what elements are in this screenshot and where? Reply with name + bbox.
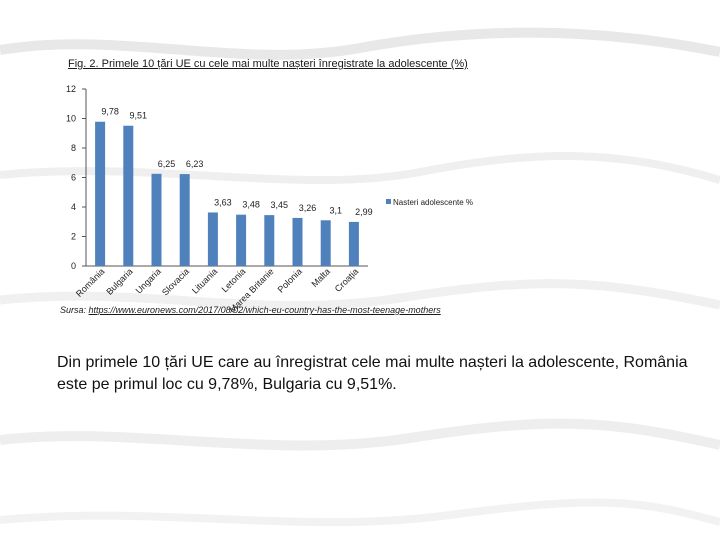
category-label: Croația (333, 266, 361, 294)
data-label: 3,63 (214, 197, 232, 207)
category-label: Slovacia (160, 266, 191, 297)
bar (264, 215, 275, 266)
category-label: Polonia (276, 266, 304, 294)
source-label: Sursa: (60, 305, 87, 315)
bar (179, 174, 190, 266)
bars (95, 121, 359, 267)
y-tick-label: 8 (71, 143, 76, 153)
y-tick-label: 6 (71, 173, 76, 183)
data-label: 3,48 (242, 200, 260, 210)
data-label: 3,26 (299, 203, 317, 213)
summary-text: Din primele 10 țări UE care au înregistr… (57, 354, 688, 393)
category-label: Letonia (220, 266, 248, 294)
y-tick-label: 0 (71, 261, 76, 271)
chart-title: Fig. 2. Primele 10 țări UE cu cele mai m… (68, 58, 468, 70)
data-label: 9,78 (101, 107, 119, 117)
bar (123, 125, 134, 266)
category-label: Bulgaria (104, 266, 134, 296)
category-label: Lituania (190, 266, 219, 295)
bar (236, 214, 247, 266)
data-label: 3,1 (329, 205, 342, 215)
y-tick-label: 10 (66, 114, 76, 124)
bar (207, 212, 218, 266)
legend: Nasteri adolescente % (386, 198, 473, 207)
bar (292, 217, 303, 266)
category-label: Malta (309, 266, 332, 289)
bar (95, 121, 106, 267)
data-label: 9,51 (130, 111, 148, 121)
y-tick-label: 4 (71, 202, 76, 212)
source-line: Sursa: https://www.euronews.com/2017/08/… (60, 305, 441, 315)
y-tick-label: 2 (71, 232, 76, 242)
bar (348, 221, 359, 266)
category-label: Ungaria (134, 266, 163, 295)
y-tick-label: 12 (66, 84, 76, 94)
data-label: 3,45 (271, 200, 289, 210)
bar (151, 173, 162, 266)
category-label: România (74, 266, 107, 299)
source-link[interactable]: https://www.euronews.com/2017/08/02/whic… (88, 305, 441, 315)
data-label: 6,25 (158, 159, 176, 169)
data-label: 2,99 (355, 207, 373, 217)
bar (320, 220, 331, 266)
data-label: 6,23 (186, 159, 204, 169)
legend-swatch (386, 199, 391, 204)
data-labels: 9,78 9,51 6,25 6,23 3,63 3,48 3,45 3,26 3,1 2,99 (101, 107, 372, 217)
legend-label: Nasteri adolescente % (393, 198, 473, 207)
